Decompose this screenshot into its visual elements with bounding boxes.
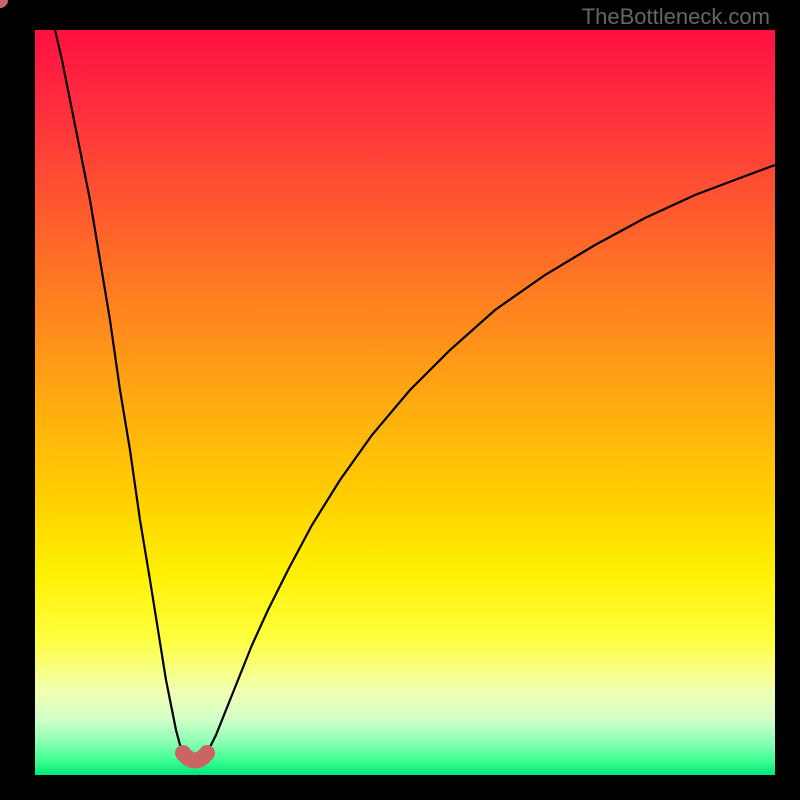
trough-bridge [183,753,207,761]
watermark-text: TheBottleneck.com [582,4,770,30]
trough-marker-1 [0,0,8,8]
chart-svg [0,0,800,800]
plot-background [35,30,775,775]
bottleneck-chart: TheBottleneck.com [0,0,800,800]
